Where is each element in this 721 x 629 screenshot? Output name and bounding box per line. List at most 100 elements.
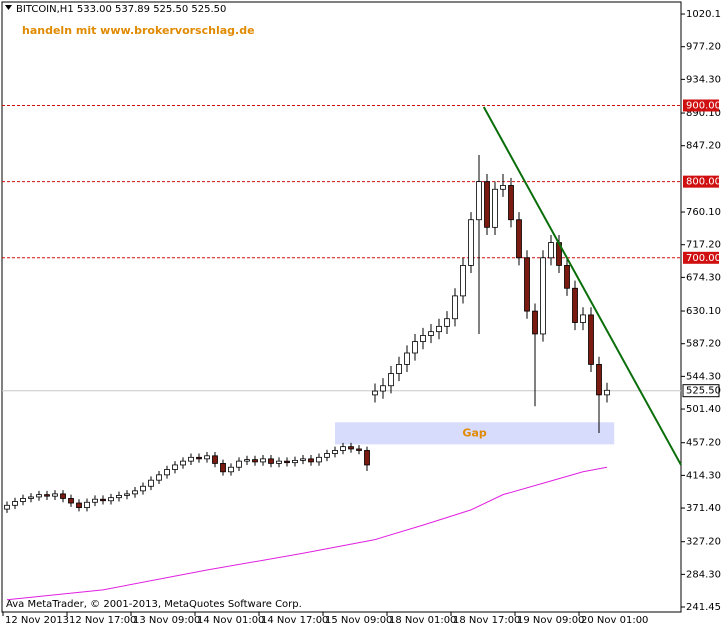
candle-body [140, 485, 146, 492]
candle-body [252, 459, 258, 463]
candle-body [332, 450, 338, 454]
candle-body [28, 496, 34, 499]
y-tick-label: 1020.10 [686, 9, 721, 20]
y-tick-label: 890.10 [686, 108, 721, 119]
candle-body [148, 479, 154, 487]
candle-body [356, 448, 362, 451]
candle-body [564, 265, 570, 289]
level-label: 700.00 [686, 253, 721, 264]
candle-body [52, 493, 58, 497]
candle-body [108, 497, 114, 502]
candle-body [300, 458, 306, 461]
candle-body [308, 458, 314, 463]
candle-body [524, 257, 530, 312]
x-tick-label: 19 Nov 09:00 [517, 615, 584, 626]
candle-body [532, 310, 538, 335]
candle-body [228, 466, 234, 473]
gap-zone [335, 422, 615, 445]
candle-body [124, 493, 130, 496]
x-tick-label: 15 Nov 09:00 [325, 615, 392, 626]
x-tick-label: 13 Nov 09:00 [133, 615, 200, 626]
candle-body [244, 459, 250, 462]
candle-body [204, 455, 210, 460]
chart-header: BITCOIN,H1 533.00 537.89 525.50 525.50 [16, 4, 226, 15]
candle-body [428, 331, 434, 336]
candle-body [396, 364, 402, 374]
x-tick-label: 18 Nov 01:00 [389, 615, 456, 626]
candle-body [116, 495, 122, 499]
candle-body [20, 498, 26, 502]
candle-body [60, 493, 66, 499]
y-tick-label: 241.45 [686, 602, 721, 613]
y-tick-label: 371.40 [686, 503, 721, 514]
last-price-tag [682, 384, 720, 398]
candle-body [36, 494, 42, 498]
x-tick-label: 18 Nov 17:00 [453, 615, 520, 626]
candle-body [444, 318, 450, 327]
candle-body [44, 494, 50, 497]
header-arrow [5, 5, 12, 10]
candle-body [132, 490, 138, 495]
candle-body [372, 390, 378, 396]
level-label: 800.00 [686, 177, 721, 188]
candle-body [412, 341, 418, 354]
candle-body [420, 335, 426, 342]
candle-body [4, 504, 10, 510]
level-label: 900.00 [686, 100, 721, 111]
candle-body [436, 325, 442, 333]
x-tick-label: 12 Nov 2013 [5, 615, 69, 626]
y-tick-label: 587.20 [686, 339, 721, 350]
y-tick-label: 457.20 [686, 438, 721, 449]
candle-body [276, 460, 282, 464]
candle-body [484, 181, 490, 228]
candle-body [316, 456, 322, 463]
candle-body [268, 458, 274, 464]
candle-body [508, 185, 514, 221]
candle-body [404, 352, 410, 365]
candle-body [380, 385, 386, 392]
candle-body [220, 463, 226, 473]
candle-body [588, 314, 594, 365]
candle-body [212, 455, 218, 464]
candle-body [596, 364, 602, 396]
y-tick-label: 674.30 [686, 272, 721, 283]
candle-body [156, 474, 162, 481]
y-tick-label: 327.20 [686, 537, 721, 548]
y-tick-label: 544.30 [686, 371, 721, 382]
candle-body [500, 185, 506, 190]
y-tick-label: 501.40 [686, 404, 721, 415]
x-tick-label: 12 Nov 17:00 [69, 615, 136, 626]
candle-body [388, 373, 394, 387]
plot-frame [1, 1, 682, 613]
candle-body [348, 446, 354, 450]
candle-body [572, 287, 578, 323]
candle-body [188, 456, 194, 462]
candle-body [324, 453, 330, 458]
y-tick-label: 934.30 [686, 74, 721, 85]
candle-body [580, 314, 586, 323]
level-tag [683, 251, 719, 264]
x-tick-label: 14 Nov 01:00 [197, 615, 264, 626]
candle-body [548, 242, 554, 259]
y-tick-label: 284.30 [686, 569, 721, 580]
candle-body [180, 460, 186, 466]
candle-body [68, 498, 74, 504]
candle-body [604, 389, 610, 396]
moving-average [6, 466, 608, 601]
footer: Ava MetaTrader, © 2001-2013, MetaQuotes … [6, 599, 302, 610]
candle-body [84, 501, 90, 508]
candle-body [364, 450, 370, 466]
y-tick-label: 760.10 [686, 207, 721, 218]
candle-body [76, 502, 82, 508]
last-price-label: 525.50 [686, 386, 721, 397]
candle-body [468, 219, 474, 266]
candle-body [196, 456, 202, 460]
candle-body [292, 459, 298, 464]
y-tick-label: 977.20 [686, 42, 721, 53]
candle-body [452, 295, 458, 320]
gap-label: Gap [462, 426, 486, 439]
y-tick-label: 847.20 [686, 141, 721, 152]
candle-body [12, 501, 18, 506]
annotation: handeln mit www.brokervorschlag.de [22, 24, 255, 37]
